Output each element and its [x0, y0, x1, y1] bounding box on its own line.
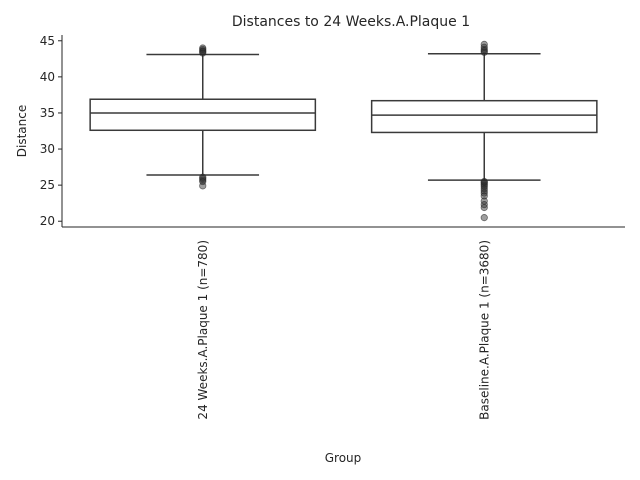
x-tick-label: Baseline.A.Plaque 1 (n=3680)	[477, 240, 491, 420]
iqr-box	[89, 98, 317, 132]
plot-area	[89, 40, 598, 222]
outlier-point	[480, 197, 488, 205]
y-tick-label: 30	[40, 142, 55, 156]
outlier-point	[199, 44, 207, 52]
box-group	[370, 40, 598, 222]
outlier-point	[480, 177, 488, 186]
iqr-box	[370, 99, 598, 134]
y-tick-label: 25	[40, 178, 55, 192]
y-tick-label: 45	[40, 34, 55, 48]
y-tick-label: 35	[40, 106, 55, 120]
x-axis-label: Group	[325, 451, 362, 465]
outlier-point	[199, 173, 207, 181]
x-axis-ticks: 24 Weeks.A.Plaque 1 (n=780) Baseline.A.Pl…	[196, 240, 492, 420]
chart-title: Distances to 24 Weeks.A.Plaque 1	[232, 14, 470, 30]
y-tick-label: 40	[40, 70, 55, 84]
y-axis-label: Distance	[15, 105, 29, 157]
y-axis-ticks: 20 25 30 35 40 45	[40, 34, 62, 228]
box-group	[89, 44, 317, 190]
outlier-point	[480, 45, 488, 54]
y-tick-label: 20	[40, 214, 55, 228]
outlier-point	[480, 214, 488, 222]
outlier-point	[480, 40, 488, 48]
x-tick-label: 24 Weeks.A.Plaque 1 (n=780)	[196, 240, 210, 420]
outlier-point	[480, 201, 488, 209]
